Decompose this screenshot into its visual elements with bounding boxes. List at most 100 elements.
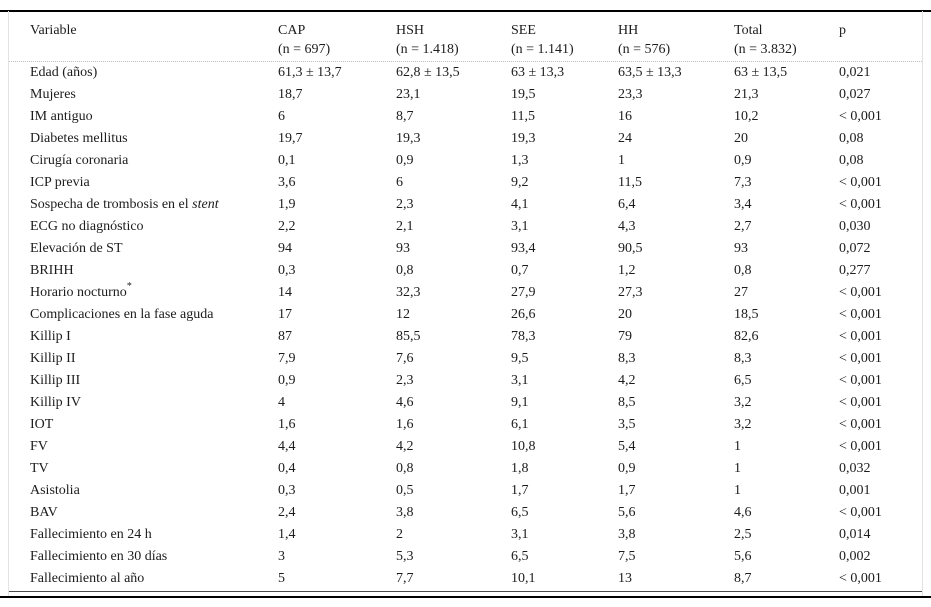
value-cell-total: 6,5: [734, 373, 752, 388]
value-cell-hsh: 7,6: [396, 351, 414, 366]
value-cell-hsh: 3,8: [396, 505, 414, 520]
value-cell-see: 1,8: [511, 461, 529, 476]
value-cell-cap: 3: [278, 549, 285, 564]
value-cell-see: 26,6: [511, 307, 536, 322]
table-frame-left: [8, 11, 9, 598]
table-row: Edad (años) 61,3 ± 13,7 62,8 ± 13,5 63 ± 13…: [9, 62, 922, 84]
table-row: Elevación de ST 94 93 93,4 90,5 93 0,072: [9, 238, 922, 260]
table-row: FV 4,4 4,2 10,8 5,4 1 < 0,001: [9, 436, 922, 458]
header-row: Variable CAP (n = 697) HSH (n = 1.418) SEE (n …: [9, 12, 922, 62]
table-row: Mujeres 18,7 23,1 19,5 23,3 21,3 0,027: [9, 84, 922, 106]
value-cell-hh: 63,5 ± 13,3: [618, 65, 682, 80]
table-row: IOT 1,6 1,6 6,1 3,5 3,2 < 0,001: [9, 414, 922, 436]
variable-cell: Fallecimiento en 24 h: [9, 524, 278, 546]
table-row: IM antiguo 6 8,7 11,5 16 10,2 < 0,001: [9, 106, 922, 128]
value-cell-p: < 0,001: [839, 373, 882, 388]
value-cell-see: 1,7: [511, 483, 529, 498]
value-cell-p: < 0,001: [839, 329, 882, 344]
variable-cell: Killip I: [9, 326, 278, 348]
value-cell-cap: 7,9: [278, 351, 296, 366]
variable-cell: TV: [9, 458, 278, 480]
variable-cell: Cirugía coronaria: [9, 150, 278, 172]
value-cell-cap: 1,4: [278, 527, 296, 542]
table-row: Cirugía coronaria 0,1 0,9 1,3 1 0,9 0,08: [9, 150, 922, 172]
variable-label: Mujeres: [30, 87, 76, 102]
variable-cell: FV: [9, 436, 278, 458]
variable-label: Fallecimiento al año: [30, 571, 145, 586]
value-cell-hh: 11,5: [618, 175, 642, 190]
value-cell-see: 78,3: [511, 329, 536, 344]
value-cell-total: 10,2: [734, 109, 759, 124]
value-cell-p: < 0,001: [839, 351, 882, 366]
variable-label: Asistolia: [30, 483, 80, 498]
value-cell-hh: 13: [618, 571, 632, 586]
value-cell-see: 1,3: [511, 153, 529, 168]
table-row: BRIHH 0,3 0,8 0,7 1,2 0,8 0,277: [9, 260, 922, 282]
value-cell-total: 2,5: [734, 527, 752, 542]
value-cell-hh: 79: [618, 329, 632, 344]
variable-label: BAV: [30, 505, 58, 520]
value-cell-p: 0,277: [839, 263, 871, 278]
value-cell-cap: 4,4: [278, 439, 296, 454]
variable-cell: Killip IV: [9, 392, 278, 414]
variable-label: Fallecimiento en 24 h: [30, 527, 152, 542]
value-cell-p: 0,030: [839, 219, 871, 234]
variable-label: Killip II: [30, 351, 76, 366]
value-cell-hh: 16: [618, 109, 632, 124]
value-cell-total: 8,7: [734, 571, 752, 586]
column-label: p: [839, 23, 846, 38]
value-cell-p: 0,014: [839, 527, 871, 542]
value-cell-cap: 2,4: [278, 505, 296, 520]
value-cell-hsh: 8,7: [396, 109, 414, 124]
column-sublabel: (n = 697): [278, 42, 331, 57]
value-cell-hh: 5,4: [618, 439, 636, 454]
value-cell-hh: 0,9: [618, 461, 636, 476]
value-cell-hsh: 5,3: [396, 549, 414, 564]
value-cell-cap: 3,6: [278, 175, 296, 190]
table-row: Asistolia 0,3 0,5 1,7 1,7 1 0,001: [9, 480, 922, 502]
variable-label: IOT: [30, 417, 54, 432]
value-cell-total: 0,9: [734, 153, 752, 168]
variable-cell: Sospecha de trombosis en el stent: [9, 194, 278, 216]
value-cell-see: 19,3: [511, 131, 536, 146]
value-cell-cap: 18,7: [278, 87, 303, 102]
value-cell-hh: 1,2: [618, 263, 636, 278]
value-cell-hsh: 12: [396, 307, 410, 322]
value-cell-cap: 17: [278, 307, 292, 322]
value-cell-p: < 0,001: [839, 175, 882, 190]
value-cell-p: < 0,001: [839, 571, 882, 586]
variable-cell: IM antiguo: [9, 106, 278, 128]
variable-cell: ECG no diagnóstico: [9, 216, 278, 238]
variable-footnote-marker: *: [126, 282, 132, 293]
value-cell-hh: 23,3: [618, 87, 643, 102]
variable-label: Edad (años): [30, 65, 98, 80]
value-cell-total: 2,7: [734, 219, 752, 234]
value-cell-hsh: 1,6: [396, 417, 414, 432]
column-header-variable: Variable: [9, 12, 278, 62]
value-cell-see: 3,1: [511, 527, 529, 542]
column-sublabel: (n = 3.832): [734, 42, 797, 57]
value-cell-hsh: 23,1: [396, 87, 421, 102]
variable-label: Sospecha de trombosis en el: [30, 197, 193, 212]
table-row: Sospecha de trombosis en el stent 1,9 2,3 4…: [9, 194, 922, 216]
variable-cell: Fallecimiento al año: [9, 568, 278, 590]
table-row: Fallecimiento al año 5 7,7 10,1 13 8,7 < 0,001: [9, 568, 922, 590]
value-cell-total: 5,6: [734, 549, 752, 564]
value-cell-cap: 1,6: [278, 417, 296, 432]
table-body: Edad (años) 61,3 ± 13,7 62,8 ± 13,5 63 ± 13…: [9, 62, 922, 590]
value-cell-hh: 3,5: [618, 417, 636, 432]
value-cell-cap: 19,7: [278, 131, 303, 146]
value-cell-p: 0,032: [839, 461, 871, 476]
column-header-see: SEE (n = 1.141): [511, 12, 618, 62]
value-cell-total: 18,5: [734, 307, 759, 322]
value-cell-hh: 5,6: [618, 505, 636, 520]
variable-cell: Mujeres: [9, 84, 278, 106]
table-row: Fallecimiento en 30 días 3 5,3 6,5 7,5 5,6 0,0…: [9, 546, 922, 568]
variable-label: Elevación de ST: [30, 241, 123, 256]
value-cell-hsh: 32,3: [396, 285, 421, 300]
table-row: Killip II 7,9 7,6 9,5 8,3 8,3 < 0,001: [9, 348, 922, 370]
column-header-hsh: HSH (n = 1.418): [396, 12, 511, 62]
table-bottom-thick-rule: [0, 596, 931, 598]
value-cell-p: < 0,001: [839, 285, 882, 300]
column-sublabel: (n = 1.418): [396, 42, 459, 57]
